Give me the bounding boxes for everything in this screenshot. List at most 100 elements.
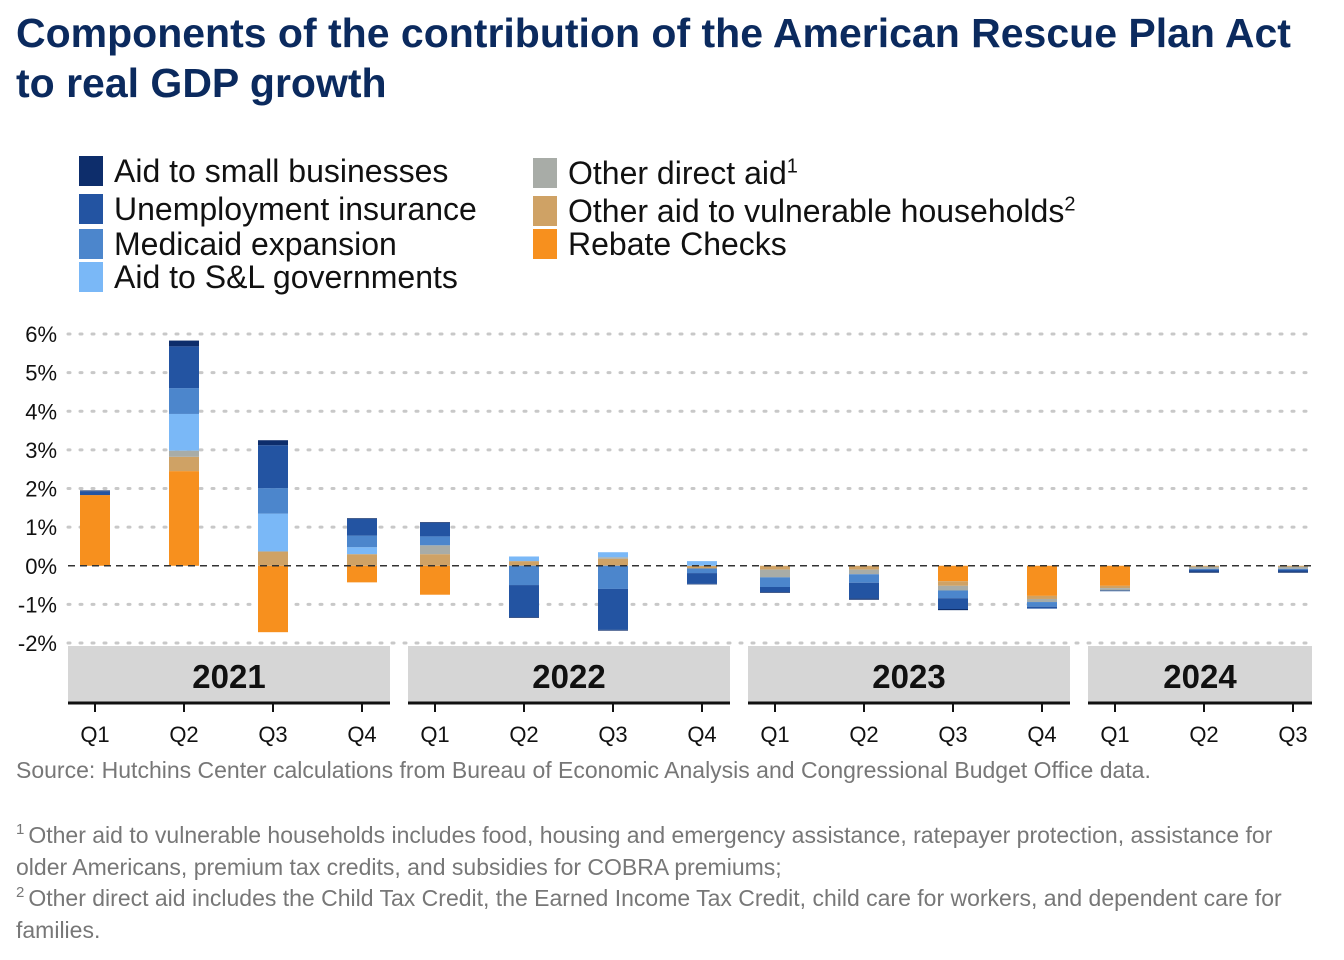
bar-segment — [1100, 590, 1130, 592]
bar-segment — [347, 519, 377, 536]
bar-segment — [509, 617, 539, 618]
legend-footnote-marker: 1 — [786, 154, 798, 177]
bar-segment — [938, 590, 968, 599]
legend-swatch — [533, 229, 557, 259]
x-tick-label: Q2 — [1189, 722, 1218, 747]
bar-segment — [687, 573, 717, 584]
bar-segment — [938, 609, 968, 611]
bar-segment — [1189, 569, 1219, 572]
bar-segment — [258, 513, 288, 552]
year-band — [748, 646, 1070, 702]
legend-item: Aid to small businesses — [79, 153, 448, 189]
bar-segment — [420, 554, 450, 566]
bar-segment — [938, 565, 968, 582]
bar-segment — [938, 585, 968, 591]
bar-segment — [169, 456, 199, 472]
year-band — [68, 646, 390, 702]
y-tick-label: 5% — [25, 361, 57, 386]
bar-segment — [598, 565, 628, 589]
bar-segment — [258, 440, 288, 446]
bar-segment — [849, 582, 879, 599]
bar-segment — [509, 556, 539, 562]
bar-segment — [1189, 566, 1219, 569]
x-tick-label: Q3 — [258, 722, 287, 747]
legend-label: Aid to small businesses — [114, 152, 449, 189]
bar-segment — [849, 574, 879, 583]
bar-segment — [1100, 588, 1130, 591]
bar-segment — [598, 629, 628, 631]
bar-segment — [849, 598, 879, 600]
bar-segment — [420, 522, 450, 537]
legend-swatch — [533, 196, 557, 226]
bar-segment — [169, 388, 199, 414]
bar-segment — [169, 471, 199, 566]
footnote-2-number: 2 — [16, 884, 25, 902]
x-tick-label: Q2 — [509, 722, 538, 747]
footnote-1-text: Other aid to vulnerable households inclu… — [16, 822, 1273, 880]
bar-segment — [1278, 571, 1308, 573]
x-tick-label: Q1 — [1100, 722, 1129, 747]
bar-segment — [1027, 598, 1057, 603]
bar-segment — [598, 558, 628, 566]
footnote-1-number: 1 — [16, 821, 25, 839]
legend-swatch — [79, 229, 103, 259]
legend-item: Other direct aid1 — [533, 155, 798, 191]
y-tick-label: 2% — [25, 477, 57, 502]
bar-segment — [420, 522, 450, 523]
x-tick-label: Q4 — [347, 722, 376, 747]
bar-segment — [760, 592, 790, 593]
y-tick-label: 1% — [25, 515, 57, 540]
bar-segment — [1189, 571, 1219, 573]
x-tick-label: Q3 — [1278, 722, 1307, 747]
bar-segment — [687, 565, 717, 569]
bar-segment — [509, 561, 539, 566]
y-tick-label: 0% — [25, 554, 57, 579]
x-tick-label: Q4 — [1027, 722, 1056, 747]
bar-segment — [258, 445, 288, 489]
chart-title: Components of the contribution of the Am… — [16, 10, 1291, 106]
bar-segment — [1100, 565, 1130, 586]
bar-segment — [169, 413, 199, 451]
bar-segment — [598, 557, 628, 559]
y-tick-label: -2% — [18, 631, 57, 656]
bar-segment — [347, 554, 377, 566]
legend-swatch — [79, 194, 103, 224]
bar-segment — [1278, 568, 1308, 570]
x-tick-label: Q2 — [169, 722, 198, 747]
legend-label: Aid to S&L governments — [114, 258, 458, 295]
legend-swatch — [533, 158, 557, 188]
x-tick-label: Q3 — [598, 722, 627, 747]
bar-segment — [258, 565, 288, 633]
bar-segment — [347, 565, 377, 583]
y-tick-label: 6% — [25, 322, 57, 347]
bar-segment — [258, 488, 288, 514]
x-tick-label: Q4 — [687, 722, 716, 747]
bar-segment — [849, 569, 879, 575]
bar-segment — [420, 565, 450, 595]
bar-segment — [1027, 606, 1057, 609]
bar-segment — [1027, 595, 1057, 599]
legend-item: Unemployment insurance — [79, 191, 477, 227]
bar-segment — [80, 491, 110, 496]
year-band — [408, 646, 730, 702]
legend-label: Other aid to vulnerable households2 — [568, 192, 1076, 229]
bar-segment — [938, 581, 968, 586]
footnote-2: 2 Other direct aid includes the Child Tax… — [16, 882, 1316, 946]
legend-item: Medicaid expansion — [79, 226, 397, 262]
bar-segment — [1027, 565, 1057, 596]
source-note: Source: Hutchins Center calculations fro… — [16, 757, 1151, 783]
year-band — [1088, 646, 1312, 702]
bar-segment — [80, 490, 110, 492]
bar-segment — [687, 583, 717, 585]
bar-segment — [1100, 585, 1130, 589]
legend-swatch — [79, 156, 103, 186]
y-tick-label: 3% — [25, 438, 57, 463]
bar-segment — [760, 565, 790, 570]
bar-segment — [509, 565, 539, 586]
footnote-1: 1 Other aid to vulnerable households incl… — [16, 819, 1316, 883]
x-tick-label: Q3 — [938, 722, 967, 747]
year-label: 2021 — [192, 658, 265, 695]
legend-label: Medicaid expansion — [114, 225, 397, 262]
bar-segment — [687, 568, 717, 574]
bar-segment — [258, 551, 288, 566]
